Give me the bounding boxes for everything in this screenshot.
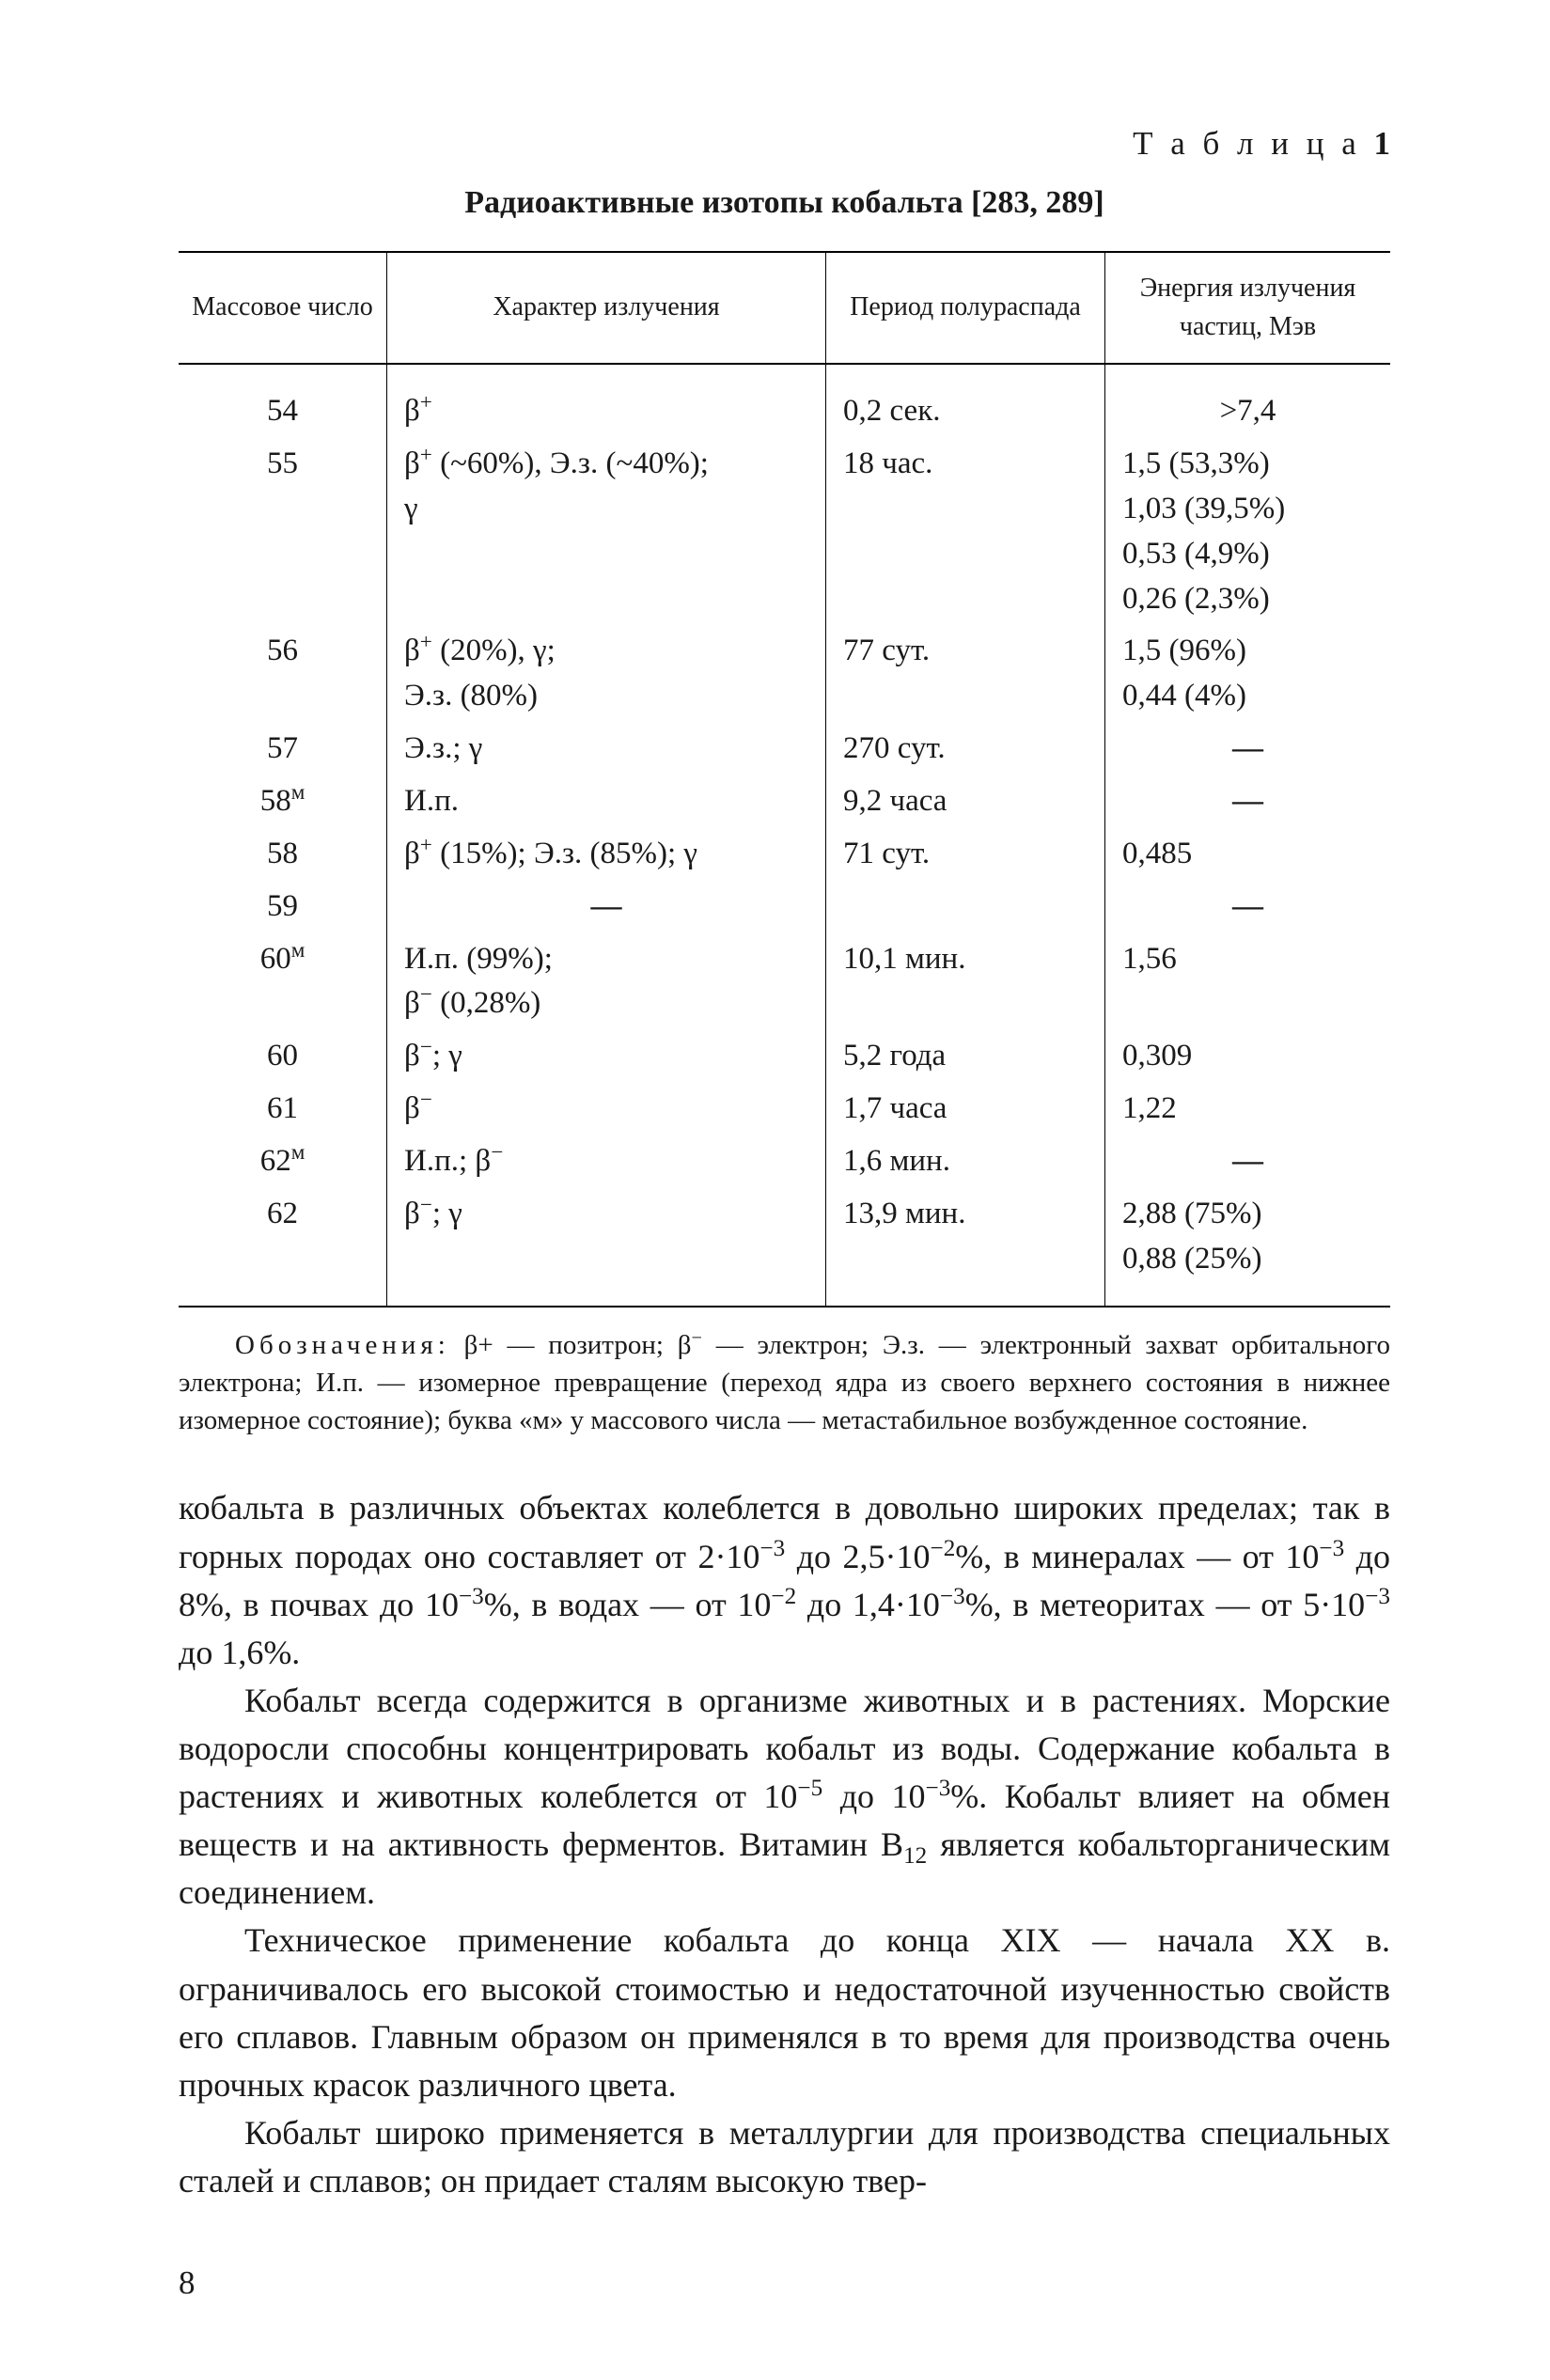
cell-halflife (826, 881, 1105, 933)
cell-mass: 56 (179, 625, 387, 723)
cell-mass: 55 (179, 438, 387, 625)
cell-energy: — (1105, 723, 1391, 775)
cell-mass: 62м (179, 1135, 387, 1188)
table-row: 56β+ (20%), γ;Э.з. (80%)77 сут.1,5 (96%)… (179, 625, 1390, 723)
cell-halflife: 270 сут. (826, 723, 1105, 775)
table-row: 58β+ (15%); Э.з. (85%); γ71 сут.0,485 (179, 828, 1390, 881)
cell-energy: — (1105, 1135, 1391, 1188)
cell-decay: β−; γ (387, 1030, 826, 1083)
table-row: 60β−; γ5,2 года0,309 (179, 1030, 1390, 1083)
cell-mass: 58м (179, 775, 387, 828)
cell-mass: 58 (179, 828, 387, 881)
cell-halflife: 77 сут. (826, 625, 1105, 723)
cell-mass: 59 (179, 881, 387, 933)
page: Т а б л и ц а 1 Радиоактивные изотопы ко… (0, 0, 1550, 2380)
cell-energy: 1,5 (96%)0,44 (4%) (1105, 625, 1391, 723)
cell-energy: 1,5 (53,3%)1,03 (39,5%)0,53 (4,9%)0,26 (… (1105, 438, 1391, 625)
table-row: 57Э.з.; γ270 сут.— (179, 723, 1390, 775)
cell-energy: 0,485 (1105, 828, 1391, 881)
body-text: кобальта в различных объектах колеблется… (179, 1484, 1390, 2205)
cell-halflife: 18 час. (826, 438, 1105, 625)
table-row: 59—— (179, 881, 1390, 933)
paragraph: кобальта в различных объектах колеблется… (179, 1484, 1390, 1676)
cell-decay: β−; γ (387, 1188, 826, 1307)
table-number: 1 (1374, 125, 1391, 162)
cell-decay: β+ (387, 364, 826, 438)
cell-mass: 54 (179, 364, 387, 438)
table-body: 54β+0,2 сек.>7,455β+ (~60%), Э.з. (~40%)… (179, 364, 1390, 1307)
cell-decay: — (387, 881, 826, 933)
table-row: 62β−; γ13,9 мин.2,88 (75%)0,88 (25%) (179, 1188, 1390, 1307)
cell-decay: Э.з.; γ (387, 723, 826, 775)
table-row: 58мИ.п.9,2 часа— (179, 775, 1390, 828)
cell-decay: β+ (20%), γ;Э.з. (80%) (387, 625, 826, 723)
cell-decay: И.п. (387, 775, 826, 828)
paragraph: Кобальт всегда содержится в организме жи… (179, 1677, 1390, 1918)
table-row: 61β−1,7 часа1,22 (179, 1083, 1390, 1135)
cell-energy: — (1105, 881, 1391, 933)
table-label-word: Т а б л и ц а (1133, 125, 1361, 162)
cell-energy: 2,88 (75%)0,88 (25%) (1105, 1188, 1391, 1307)
cell-decay: β− (387, 1083, 826, 1135)
table-row: 54β+0,2 сек.>7,4 (179, 364, 1390, 438)
cell-halflife: 13,9 мин. (826, 1188, 1105, 1307)
cell-energy: — (1105, 775, 1391, 828)
cell-halflife: 1,6 мин. (826, 1135, 1105, 1188)
table-label: Т а б л и ц а 1 (179, 122, 1390, 165)
col-halflife: Период полураспада (826, 252, 1105, 364)
cell-mass: 62 (179, 1188, 387, 1307)
cell-halflife: 0,2 сек. (826, 364, 1105, 438)
cell-decay: β+ (~60%), Э.з. (~40%);γ (387, 438, 826, 625)
table-head: Массовое число Характер излучения Период… (179, 252, 1390, 364)
cell-mass: 57 (179, 723, 387, 775)
cell-mass: 60 (179, 1030, 387, 1083)
table-row: 55β+ (~60%), Э.з. (~40%);γ18 час.1,5 (53… (179, 438, 1390, 625)
page-number: 8 (179, 2262, 1390, 2305)
table-caption: Радиоактивные изотопы кобальта [283, 289… (179, 182, 1390, 225)
cell-energy: >7,4 (1105, 364, 1391, 438)
cell-decay: И.п. (99%);β− (0,28%) (387, 933, 826, 1031)
cell-energy: 0,309 (1105, 1030, 1391, 1083)
cell-halflife: 9,2 часа (826, 775, 1105, 828)
cell-mass: 61 (179, 1083, 387, 1135)
table-row: 60мИ.п. (99%);β− (0,28%)10,1 мин.1,56 (179, 933, 1390, 1031)
table-row: 62мИ.п.; β−1,6 мин.— (179, 1135, 1390, 1188)
cell-energy: 1,56 (1105, 933, 1391, 1031)
col-decay: Характер излучения (387, 252, 826, 364)
cell-halflife: 5,2 года (826, 1030, 1105, 1083)
paragraph: Техническое применение кобальта до конца… (179, 1917, 1390, 2108)
table-legend: Обозначения: β+ — позитрон; β− — электро… (179, 1326, 1390, 1439)
paragraph: Кобальт широко применяется в металлургии… (179, 2109, 1390, 2205)
cell-energy: 1,22 (1105, 1083, 1391, 1135)
cell-decay: И.п.; β− (387, 1135, 826, 1188)
cell-halflife: 10,1 мин. (826, 933, 1105, 1031)
isotope-table: Массовое число Характер излучения Период… (179, 251, 1390, 1307)
col-mass: Массовое число (179, 252, 387, 364)
cell-decay: β+ (15%); Э.з. (85%); γ (387, 828, 826, 881)
cell-mass: 60м (179, 933, 387, 1031)
cell-halflife: 71 сут. (826, 828, 1105, 881)
cell-halflife: 1,7 часа (826, 1083, 1105, 1135)
col-energy: Энергия излучения частиц, Мэв (1105, 252, 1391, 364)
